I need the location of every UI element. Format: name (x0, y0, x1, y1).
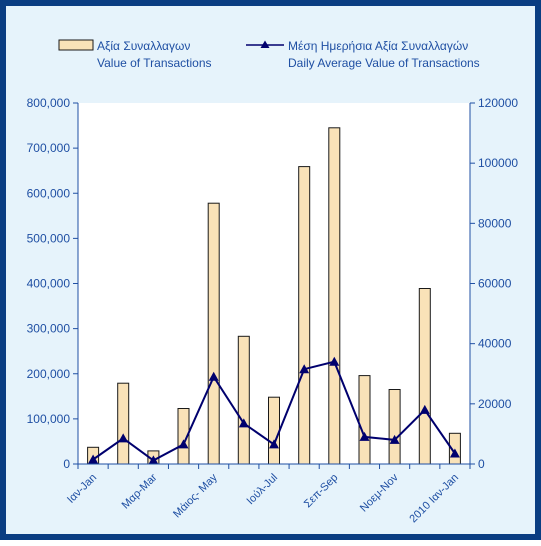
x-tick-label-6: 2010 Ιαν-Jan (407, 472, 461, 526)
left-tick-label-6: 600,000 (27, 186, 71, 200)
chart-svg: Αξία Συναλλαγων Value of Transactions Μέ… (27, 39, 519, 526)
right-tick-label-4: 80000 (478, 216, 512, 230)
legend-line-label-2: Daily Average Value of Transactions (288, 56, 480, 70)
bar-9 (358, 375, 371, 465)
line-point-8 (329, 356, 340, 366)
line-point-12 (449, 448, 460, 458)
left-tick-label-5: 500,000 (27, 231, 71, 245)
right-tick-label-3: 60000 (478, 277, 512, 291)
bar-7 (298, 166, 311, 465)
line-point-6 (269, 439, 279, 449)
x-tick-label-1: Μαρ-Mar (120, 471, 160, 511)
right-tick-label-0: 0 (478, 457, 485, 471)
bar-8 (328, 127, 341, 465)
line-point-5 (238, 418, 249, 428)
bar-10 (388, 389, 401, 465)
line-point-4 (208, 371, 219, 381)
line-point-10 (389, 434, 400, 444)
line-point-3 (178, 439, 189, 449)
line-point-9 (359, 431, 370, 441)
x-tick-label-5: Νοεμ-Nov (358, 471, 401, 514)
legend: Αξία Συναλλαγων Value of Transactions Μέ… (58, 39, 480, 70)
left-tick-label-8: 800,000 (27, 96, 71, 110)
left-tick-label-2: 200,000 (27, 367, 71, 381)
left-tick-label-1: 100,000 (27, 412, 71, 426)
x-tick-label-2: Μάιος- May (171, 471, 220, 520)
line-point-11 (419, 404, 430, 414)
bar-5 (237, 335, 250, 465)
bar-1 (117, 382, 130, 465)
line-point-0 (88, 454, 99, 464)
left-tick-label-0: 0 (63, 457, 70, 471)
right-tick-label-6: 120000 (478, 96, 518, 110)
bar-11 (418, 288, 431, 465)
x-tick-label-0: Ιαν-Jan (65, 472, 99, 506)
line-point-1 (118, 433, 129, 443)
line-point-7 (299, 364, 310, 374)
x-tick-label-4: Σεπ-Sep (302, 472, 341, 511)
line-series (88, 356, 460, 465)
left-tick-label-3: 300,000 (27, 322, 71, 336)
right-tick-label-1: 20000 (478, 397, 512, 411)
legend-bar-label-2: Value of Transactions (97, 56, 212, 70)
bar-6 (268, 396, 280, 465)
legend-line-label-1: Μέση Ημερήσια Αξία Συναλλαγών (288, 39, 468, 53)
legend-bar-swatch (58, 39, 94, 51)
x-tick-label-3: Ιούλ-Jul (244, 472, 280, 508)
left-tick-label-7: 700,000 (27, 141, 71, 155)
line-point-2 (148, 455, 159, 465)
left-tick-label-4: 400,000 (27, 277, 71, 291)
right-tick-label-2: 40000 (478, 337, 512, 351)
bar-4 (207, 202, 220, 465)
right-tick-label-5: 100000 (478, 156, 518, 170)
legend-bar-label-1: Αξία Συναλλαγων (97, 39, 190, 53)
legend-line-marker (260, 40, 270, 48)
